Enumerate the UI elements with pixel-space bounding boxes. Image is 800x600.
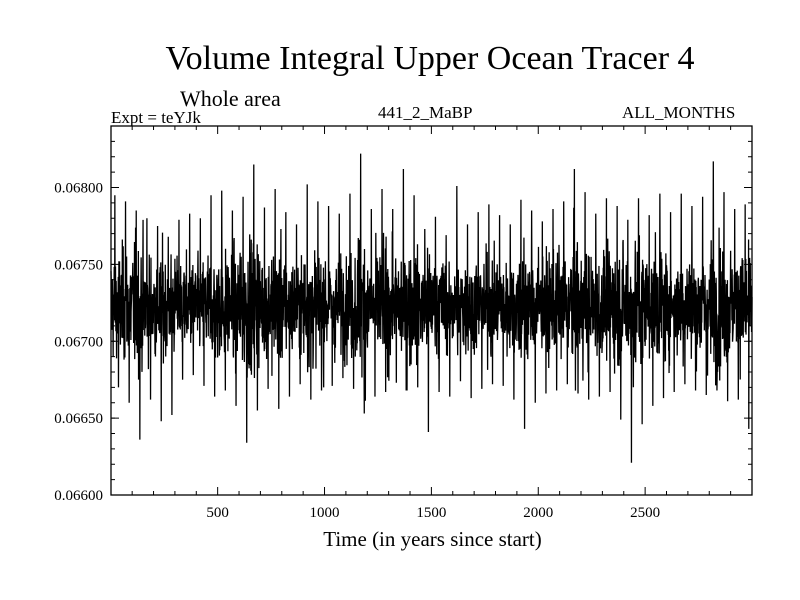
- chart-subtitle: Whole area: [180, 86, 281, 111]
- chart-title: Volume Integral Upper Ocean Tracer 4: [165, 40, 695, 77]
- x-tick-label: 2500: [630, 505, 660, 521]
- x-tick-label: 1500: [416, 505, 446, 521]
- y-tick-label: 0.06800: [54, 181, 103, 197]
- x-tick-label: 500: [206, 505, 229, 521]
- y-tick-label: 0.06600: [54, 488, 103, 504]
- series-line: [110, 153, 753, 463]
- y-tick-label: 0.06650: [54, 411, 103, 427]
- months-label: ALL_MONTHS: [622, 103, 736, 122]
- experiment-label: Expt = teYJk: [111, 108, 201, 127]
- x-tick-label: 1000: [310, 505, 340, 521]
- run-label: 441_2_MaBP: [378, 103, 473, 122]
- x-tick-label: 2000: [523, 505, 553, 521]
- y-tick-label: 0.06700: [54, 334, 103, 350]
- x-axis-label: Time (in years since start): [323, 527, 542, 551]
- y-tick-label: 0.06750: [54, 257, 103, 273]
